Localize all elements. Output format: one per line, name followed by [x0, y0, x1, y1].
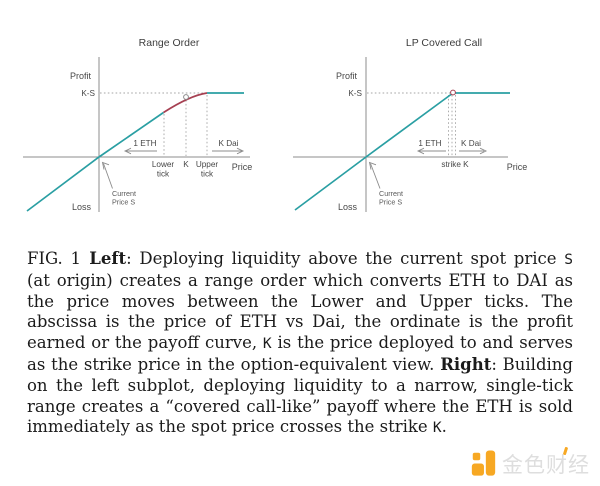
left-1eth-arrowhead [123, 147, 132, 155]
right-profit-label: Profit [336, 71, 358, 81]
right-current-price-arrow [370, 163, 381, 189]
left-k-tick-label: K [183, 160, 189, 169]
right-strike-label: strike K [441, 160, 469, 169]
watermark-text: 金色财经 [502, 446, 590, 479]
right-payoff-linear-segment [294, 92, 454, 211]
left-payoff-linear-segment [26, 111, 164, 212]
right-chart-title: LP Covered Call [406, 37, 482, 49]
right-kdai-label: K Dai [461, 139, 481, 148]
figure-caption: FIG. 1 Left: Deploying liquidity above t… [27, 249, 573, 439]
left-upper-tick-label-2: tick [201, 170, 214, 179]
payoff-charts: Range Order Profit Loss K-S Price 1 ETH … [23, 37, 527, 212]
right-current-price-label-1: Current [379, 189, 403, 198]
left-lower-tick-label-2: tick [157, 170, 170, 179]
left-current-price-arrow [103, 163, 113, 189]
right-ks-label: K-S [348, 89, 362, 98]
right-1eth-label: 1 ETH [418, 139, 441, 148]
left-chart-title: Range Order [139, 37, 200, 49]
left-current-price-arrowhead [101, 161, 110, 170]
watermark: 金色财经 [471, 446, 590, 479]
jinse-logo-icon [471, 450, 496, 476]
right-current-price-arrowhead [368, 161, 377, 170]
left-price-label: Price [232, 162, 253, 172]
left-kdai-label: K Dai [218, 139, 238, 148]
left-ks-label: K-S [81, 89, 95, 98]
figure-caption-text: FIG. 1 Left: Deploying liquidity above t… [27, 249, 573, 437]
left-current-price-label-2: Price S [112, 198, 135, 207]
left-current-price-label-1: Current [112, 189, 136, 198]
right-price-label: Price [507, 162, 528, 172]
left-lower-tick-label-1: Lower [152, 160, 175, 169]
left-loss-label: Loss [72, 202, 92, 212]
left-1eth-label: 1 ETH [133, 139, 156, 148]
left-chart: Range Order Profit Loss K-S Price 1 ETH … [23, 37, 252, 212]
left-profit-label: Profit [70, 71, 92, 81]
right-kdai-arrowhead [479, 147, 488, 155]
right-current-price-label-2: Price S [379, 198, 402, 207]
left-upper-tick-label-1: Upper [196, 160, 219, 169]
left-kdai-arrowhead [236, 147, 245, 155]
watermark-brand-name: 金色财经 [502, 453, 590, 477]
right-strike-point-marker [450, 89, 456, 96]
right-chart: LP Covered Call Profit Loss K-S Price 1 … [293, 37, 527, 212]
right-loss-label: Loss [338, 202, 358, 212]
right-1eth-arrowhead [416, 147, 425, 155]
left-k-point-marker [183, 94, 189, 100]
